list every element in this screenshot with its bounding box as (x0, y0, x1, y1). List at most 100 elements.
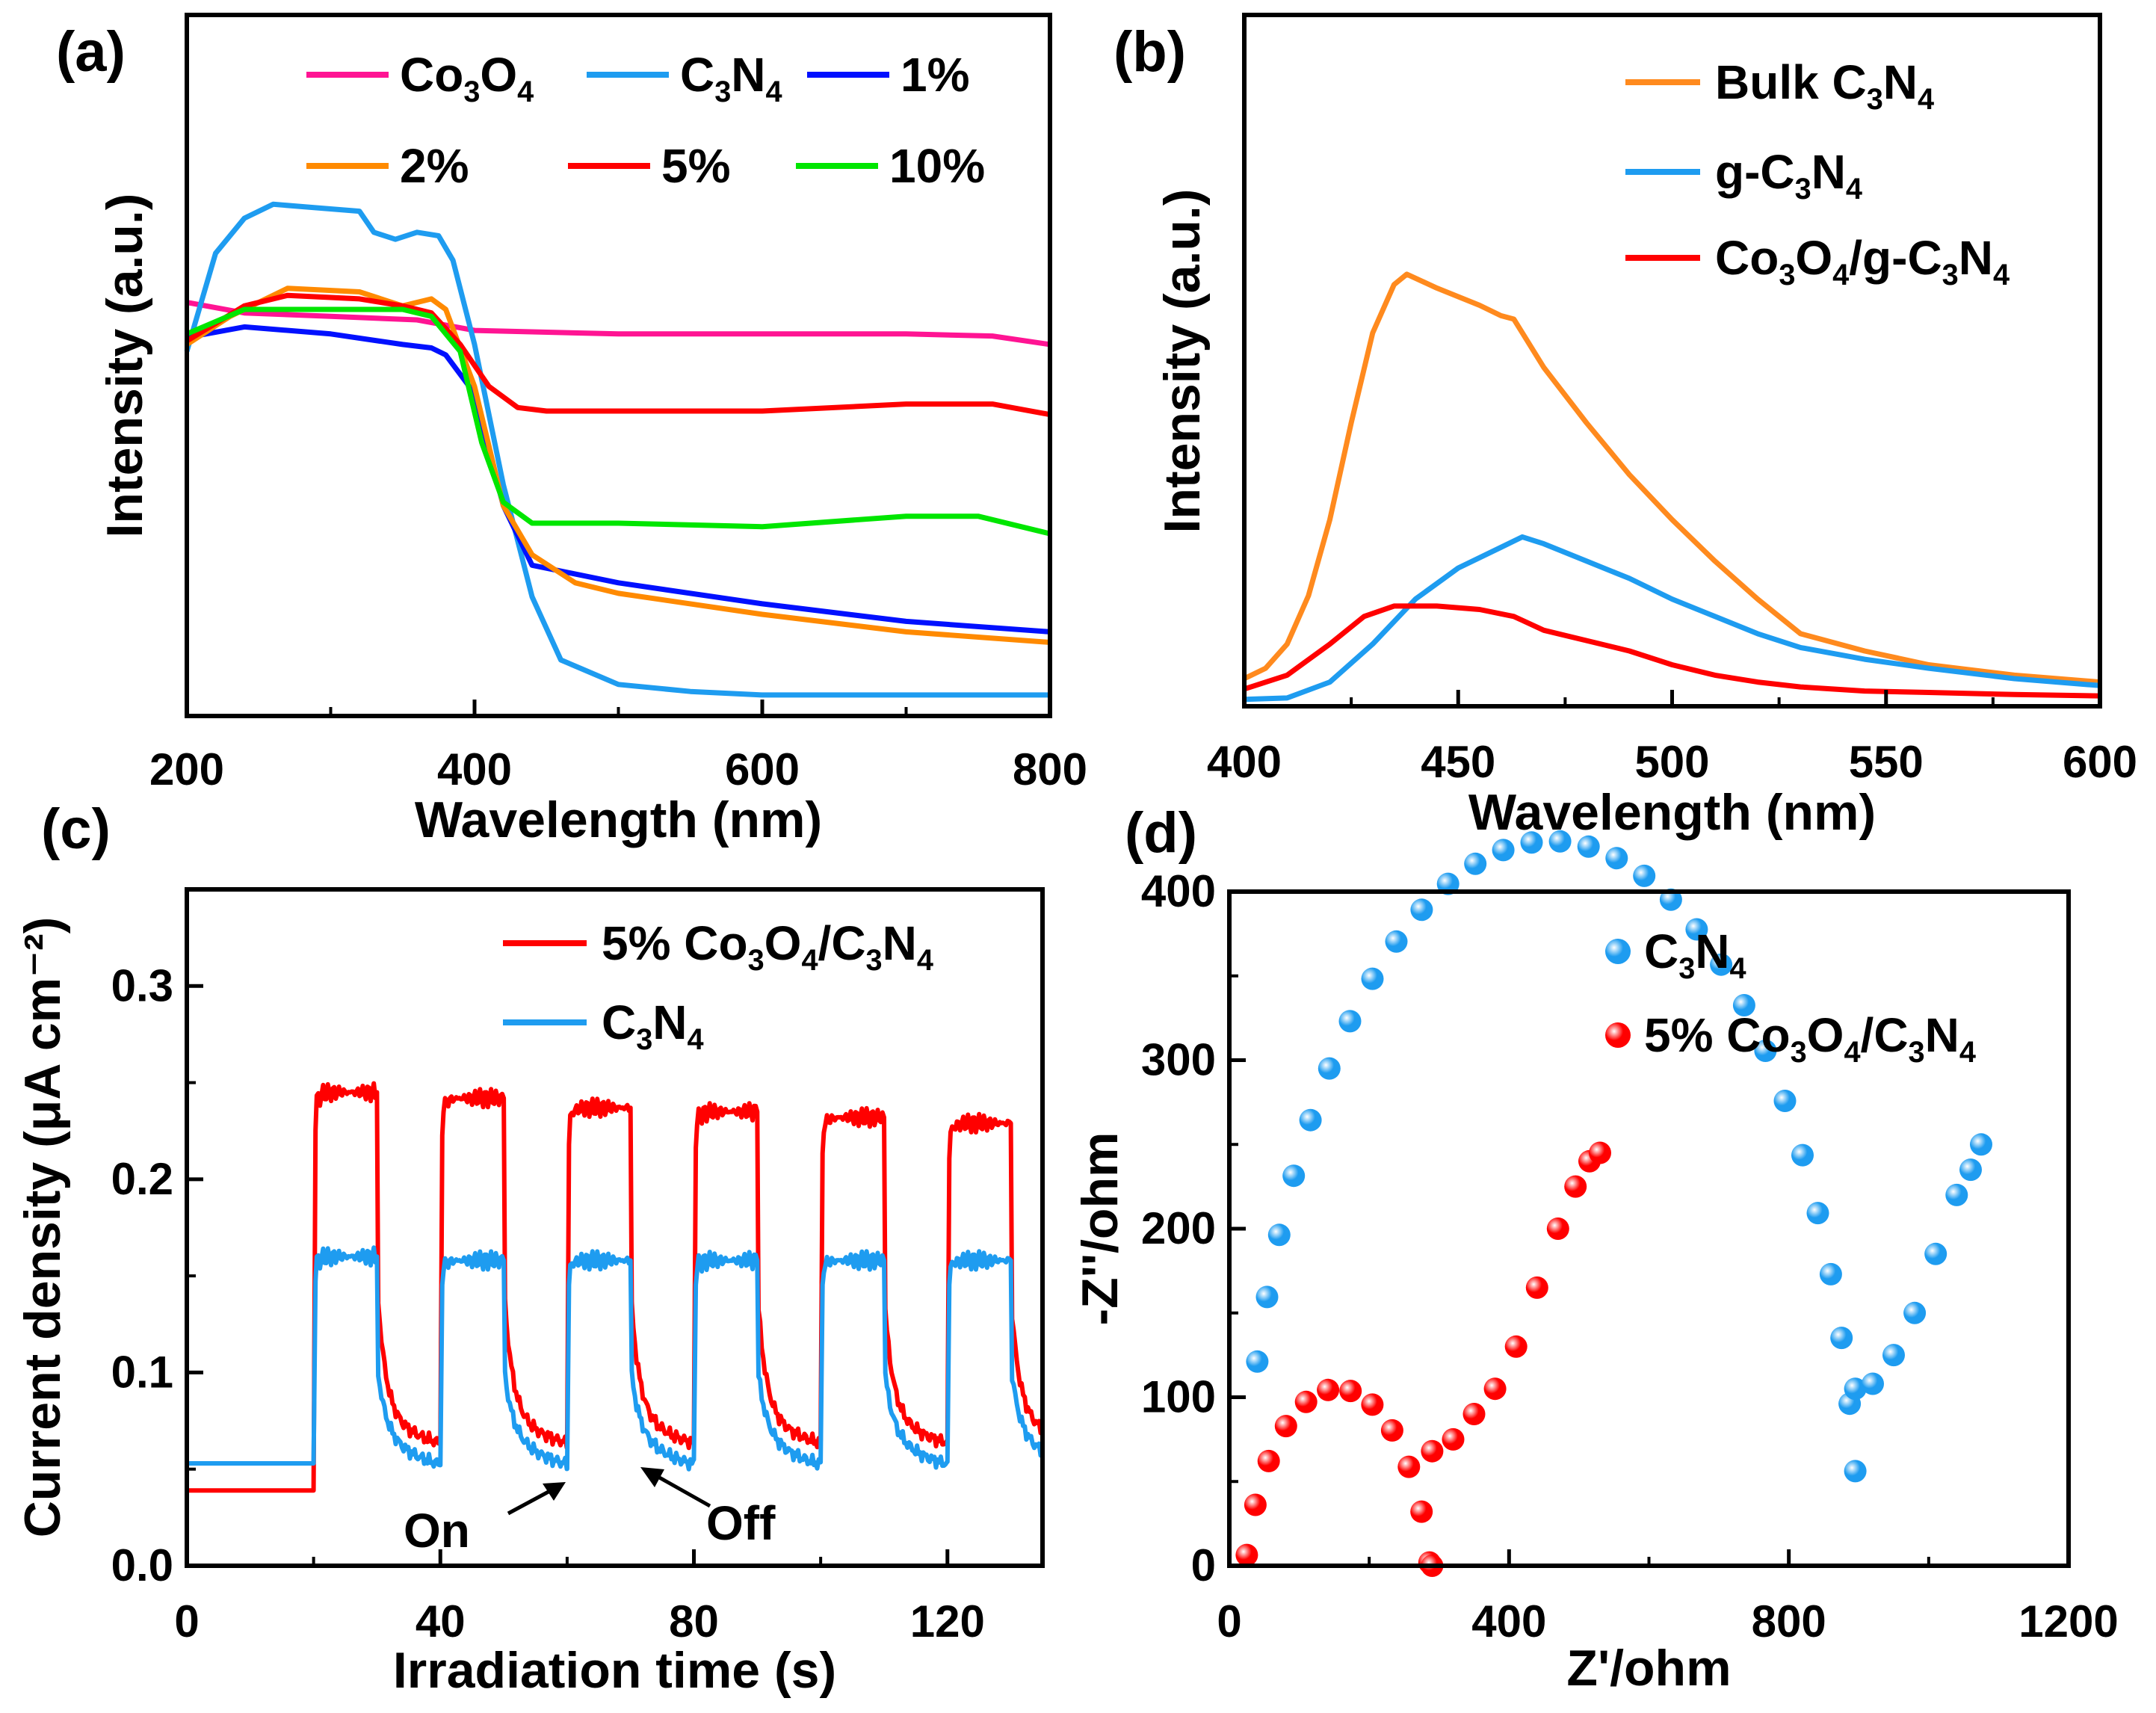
x-axis-label: Wavelength (nm) (1468, 784, 1876, 841)
data-point-C3N4 (1844, 1377, 1867, 1401)
axes-d: 0 400 800 1200 0 100 200 300 400 (1141, 866, 2119, 1646)
x-tick-label: 800 (1013, 744, 1087, 794)
x-tick-label: 800 (1752, 1596, 1826, 1646)
legend-label-part: N (652, 996, 687, 1049)
data-point-C3N4 (1520, 831, 1543, 854)
y-tick-label: 0.1 (111, 1347, 173, 1397)
data-point-C3N4 (1548, 830, 1572, 853)
data-point-5% Co3O4/C3N4 (1442, 1428, 1465, 1451)
legend-a: Co3O4 C3N4 1%2% 5% 10% (306, 48, 985, 193)
x-tick-label: 550 (1849, 737, 1924, 787)
y-axis-label: Current density (μA cm⁻²) (14, 917, 71, 1538)
legend-label-part: C (1644, 925, 1678, 978)
series-line-5% (185, 292, 1051, 418)
data-point-C3N4 (1577, 835, 1600, 858)
y-axis-label: Intensity (a.u.) (96, 194, 153, 538)
y-tick-label: 300 (1141, 1035, 1216, 1085)
data-point-5% Co3O4/C3N4 (1410, 1500, 1433, 1523)
plot-frame-b (1242, 13, 2102, 709)
x-tick-label: 120 (910, 1596, 985, 1646)
series-line-g-C3N4 (1244, 534, 2101, 703)
data-point-C3N4 (1710, 953, 1733, 976)
data-point-5% Co3O4/C3N4 (1339, 1380, 1362, 1403)
panel-a: 200 400 600 800 Wavelength (nm) Intensity (a.… (56, 13, 1087, 848)
legend-label-part: N (883, 916, 917, 970)
panel-c: 0 40 80 120 0.0 0.1 0.2 0.3 Irradiation time (s)… (14, 797, 1045, 1699)
x-tick-label: 40 (416, 1596, 466, 1646)
data-point-C3N4 (1282, 1164, 1306, 1188)
data-point-5% Co3O4/C3N4 (1421, 1439, 1444, 1463)
x-tick-label: 400 (1207, 737, 1282, 787)
legend-label-part: 3 (748, 944, 765, 977)
data-point-C3N4 (1924, 1242, 1947, 1265)
legend-label-part: 4 (1959, 1036, 1976, 1069)
data-point-C3N4 (1882, 1344, 1905, 1367)
data-point-5% Co3O4/C3N4 (1462, 1403, 1486, 1425)
legend-label-part: /C (818, 916, 866, 970)
y-axis-label: -Z''/ohm (1072, 1132, 1128, 1326)
data-point-C3N4 (1659, 888, 1682, 911)
legend-label-part: 4 (1846, 173, 1862, 206)
legend-label-part: N (1959, 231, 1993, 285)
legend-label-part: 2% (400, 139, 469, 193)
legend-label-part: 4 (801, 944, 818, 977)
plot-area-c (187, 1081, 1045, 1493)
data-point-5% Co3O4/C3N4 (1589, 1141, 1611, 1164)
legend-marker (1605, 939, 1631, 964)
annotation-on: On (404, 1504, 470, 1558)
legend-label-part: O (1795, 231, 1832, 285)
y-tick-label: 0 (1191, 1540, 1216, 1590)
series-line-1% (186, 324, 1051, 635)
plot-frame-c (185, 887, 1045, 1568)
legend-label-part: 4 (917, 944, 933, 977)
plot-area-b (1243, 271, 2101, 703)
arrow-off-head (640, 1467, 664, 1487)
data-point-5% Co3O4/C3N4 (1483, 1377, 1507, 1401)
data-point-5% Co3O4/C3N4 (1380, 1419, 1403, 1442)
x-axis-label: Z'/ohm (1566, 1640, 1731, 1697)
data-point-C3N4 (1830, 1327, 1853, 1350)
legend-label-part: O (1807, 1008, 1844, 1062)
data-point-C3N4 (1754, 1040, 1777, 1062)
plot-area-a (184, 201, 1051, 698)
x-tick-label: 400 (437, 744, 512, 794)
y-tick-label: 100 (1141, 1372, 1216, 1422)
data-point-5% Co3O4/C3N4 (1504, 1335, 1528, 1358)
legend-label-part: 4 (1918, 83, 1934, 116)
legend-label-part: 3 (1909, 1036, 1925, 1069)
series-line-2% (185, 286, 1051, 645)
legend-label-part: 5% Co (602, 916, 748, 970)
legend-label-part: 3 (1867, 83, 1883, 116)
legend-label-part: 4 (1832, 259, 1849, 291)
legend-label-part: N (731, 48, 765, 102)
data-point-C3N4 (1492, 839, 1515, 862)
y-tick-label: 0.3 (111, 960, 173, 1010)
data-point-C3N4 (1464, 852, 1487, 875)
data-point-5% Co3O4/C3N4 (1235, 1543, 1258, 1567)
data-point-C3N4 (1844, 1460, 1867, 1483)
data-point-C3N4 (1267, 1223, 1291, 1247)
legend-label: C3N4 (1644, 925, 1746, 985)
legend-label-part: 3 (866, 944, 883, 977)
legend-label-part: 3 (636, 1023, 652, 1056)
legend-label-part: O (765, 916, 802, 970)
data-point-5% Co3O4/C3N4 (1361, 1393, 1384, 1416)
series-line-C3N4 (184, 201, 1050, 698)
legend-label-part: 3 (714, 75, 731, 108)
legend-label-part: 3 (463, 75, 480, 108)
plot-frame-a (185, 13, 1052, 718)
panel-label: (b) (1113, 20, 1186, 84)
legend-label: 1% (901, 48, 970, 102)
annotation-off: Off (706, 1496, 776, 1550)
data-point-5% Co3O4/C3N4 (1294, 1390, 1318, 1413)
legend-label-part: C (602, 996, 636, 1049)
legend-label-part: Co (1715, 231, 1779, 285)
data-point-C3N4 (1410, 898, 1433, 922)
data-point-C3N4 (1732, 994, 1755, 1016)
panel-label: (a) (56, 20, 126, 84)
legend-label-part: g-C (1715, 145, 1795, 199)
arrow-off (649, 1470, 711, 1508)
data-point-5% Co3O4/C3N4 (1274, 1415, 1297, 1438)
